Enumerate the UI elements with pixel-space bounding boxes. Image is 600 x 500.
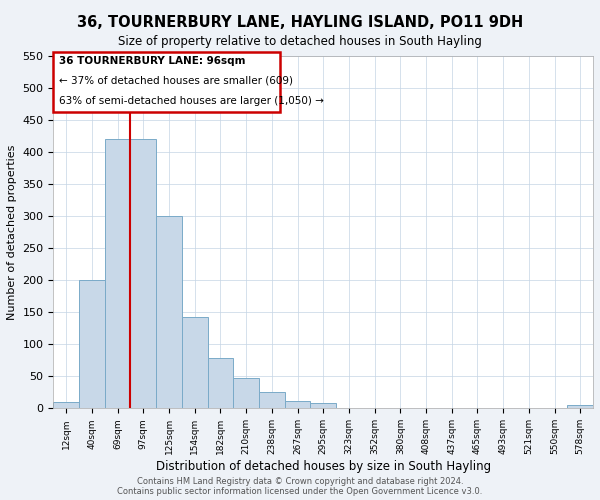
X-axis label: Distribution of detached houses by size in South Hayling: Distribution of detached houses by size … xyxy=(155,460,491,473)
Bar xyxy=(182,317,208,408)
Bar xyxy=(259,392,284,408)
Bar xyxy=(130,140,156,408)
Text: 63% of semi-detached houses are larger (1,050) →: 63% of semi-detached houses are larger (… xyxy=(59,96,323,106)
Bar xyxy=(208,358,233,408)
Bar xyxy=(284,400,310,408)
Bar xyxy=(233,378,259,408)
Text: Contains public sector information licensed under the Open Government Licence v3: Contains public sector information licen… xyxy=(118,487,482,496)
Bar xyxy=(310,404,336,408)
Bar xyxy=(53,402,79,408)
Bar xyxy=(156,216,182,408)
Text: 36, TOURNERBURY LANE, HAYLING ISLAND, PO11 9DH: 36, TOURNERBURY LANE, HAYLING ISLAND, PO… xyxy=(77,15,523,30)
Y-axis label: Number of detached properties: Number of detached properties xyxy=(7,144,17,320)
FancyBboxPatch shape xyxy=(53,52,280,112)
Text: 36 TOURNERBURY LANE: 96sqm: 36 TOURNERBURY LANE: 96sqm xyxy=(59,56,245,66)
Text: ← 37% of detached houses are smaller (609): ← 37% of detached houses are smaller (60… xyxy=(59,76,293,86)
Text: Contains HM Land Registry data © Crown copyright and database right 2024.: Contains HM Land Registry data © Crown c… xyxy=(137,477,463,486)
Bar xyxy=(568,405,593,408)
Bar xyxy=(105,140,130,408)
Bar xyxy=(79,280,105,408)
Text: Size of property relative to detached houses in South Hayling: Size of property relative to detached ho… xyxy=(118,35,482,48)
